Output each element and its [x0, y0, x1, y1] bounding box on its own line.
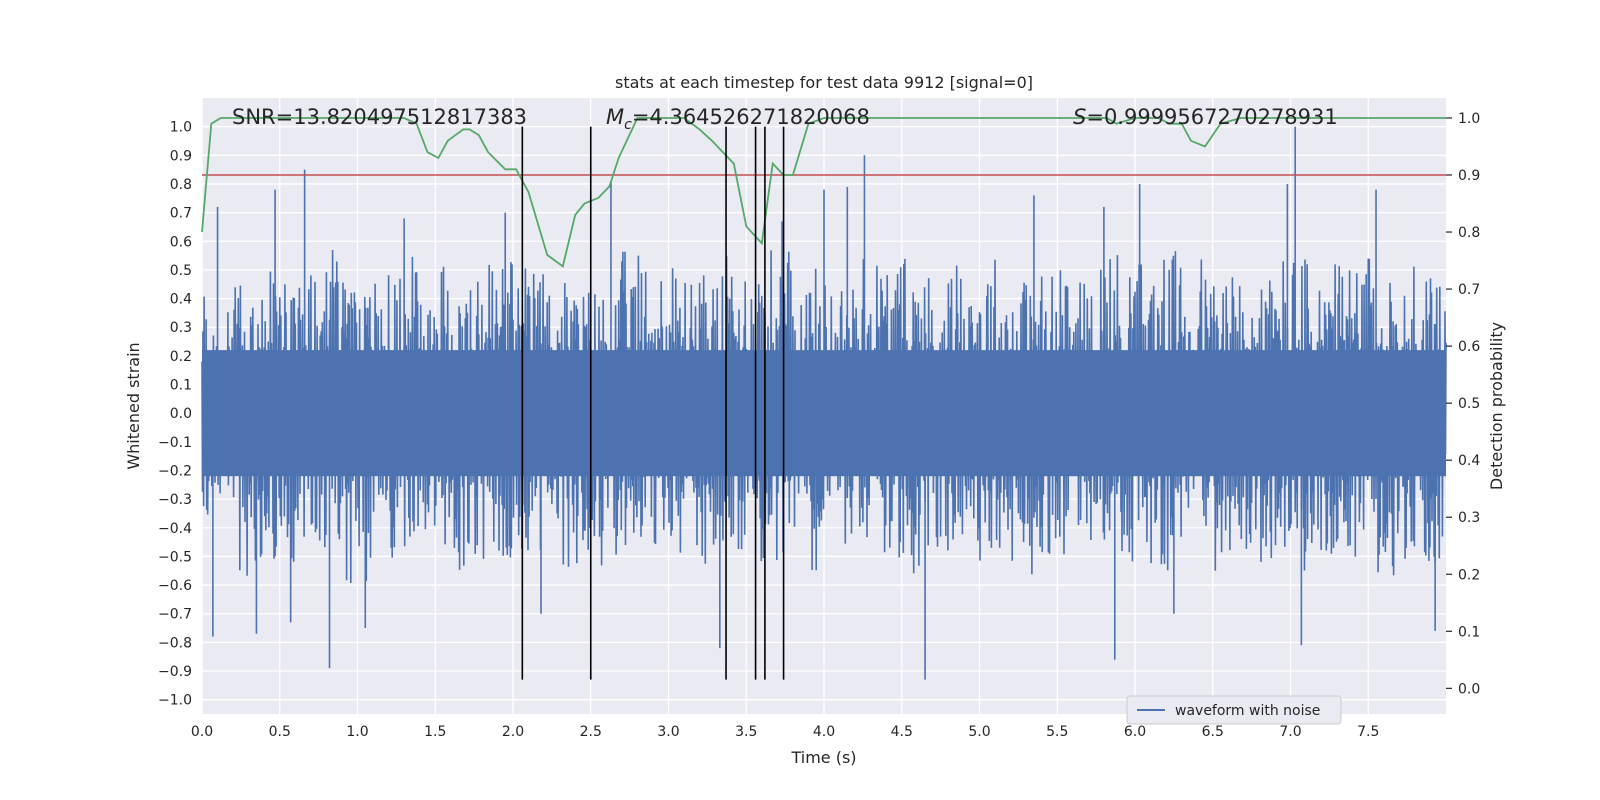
y-tick-label: 0.9 [170, 148, 192, 164]
x-tick-label: 2.0 [502, 724, 524, 740]
y2-tick-label: 0.4 [1458, 453, 1480, 469]
x-tick-label: 4.0 [813, 724, 835, 740]
x-tick-label: 2.5 [580, 724, 602, 740]
y2-tick-label: 0.2 [1458, 567, 1480, 583]
y-tick-label: −0.2 [158, 463, 192, 479]
y-tick-label: 1.0 [170, 120, 192, 136]
y-tick-label: 0.4 [170, 292, 192, 308]
x-tick-label: 3.5 [735, 724, 757, 740]
y-tick-label: −0.3 [158, 492, 192, 508]
y2-axis-label: Detection probability [1487, 322, 1506, 490]
probability-series [201, 117, 1446, 268]
y-tick-label: 0.2 [170, 349, 192, 365]
x-tick-label: 0.0 [191, 724, 213, 740]
x-tick-label: 1.0 [346, 724, 368, 740]
y2-tick-label: 0.5 [1458, 396, 1480, 412]
y2-tick-label: 0.1 [1458, 624, 1480, 640]
y-tick-label: 0.7 [170, 206, 192, 222]
x-tick-label: 6.5 [1202, 724, 1224, 740]
probability-line [201, 117, 1446, 268]
chart-title: stats at each timestep for test data 991… [615, 73, 1033, 92]
x-axis-label: Time (s) [790, 748, 856, 767]
x-tick-label: 7.5 [1357, 724, 1379, 740]
y-tick-label: 0.6 [170, 234, 192, 250]
y2-tick-label: 1.0 [1458, 111, 1480, 127]
y-tick-label: 0.3 [170, 320, 192, 336]
chirp-mass-symbol: M [606, 105, 624, 129]
chirp-mass-annotation: Mc=4.364526271820068 [606, 105, 870, 133]
y-tick-label: 0.1 [170, 378, 192, 394]
y-axis-ticks: 1.0 0.9 0.8 0.7 0.6 0.5 0.4 0.3 0.2 0.1 0.0 −0.1 −0.… [158, 120, 192, 709]
legend: waveform with noise [1126, 695, 1342, 725]
y2-tick-label: 0.6 [1458, 339, 1480, 355]
y-tick-label: 0.8 [170, 177, 192, 193]
chirp-mass-subscript: c [624, 117, 632, 133]
x-axis-ticks: 0.0 0.5 1.0 1.5 2.0 2.5 3.0 3.5 4.0 4.5 5.0 5.5 6.0 6… [191, 724, 1380, 740]
y-tick-label: −0.9 [158, 664, 192, 680]
y2-axis-ticks: 1.0 0.9 0.8 0.7 0.6 0.5 0.4 0.3 0.2 0.1 0.0 [1446, 111, 1480, 697]
y2-tick-label: 0.3 [1458, 510, 1480, 526]
snr-annotation: SNR=13.820497512817383 [232, 105, 527, 129]
y-tick-label: −0.6 [158, 578, 192, 594]
waveform-series [201, 126, 1447, 680]
s-value: =0.9999567270278931 [1086, 105, 1337, 129]
y-tick-label: −0.7 [158, 607, 192, 623]
y2-tick-label: 0.0 [1458, 681, 1480, 697]
legend-box [1126, 695, 1342, 725]
legend-label: waveform with noise [1175, 703, 1320, 719]
x-tick-label: 3.0 [657, 724, 679, 740]
y2-tick-label: 0.9 [1458, 168, 1480, 184]
x-tick-label: 7.0 [1279, 724, 1301, 740]
y-tick-label: −1.0 [158, 693, 192, 709]
y2-tick-label: 0.8 [1458, 225, 1480, 241]
x-tick-label: 0.5 [269, 724, 291, 740]
x-tick-label: 5.5 [1046, 724, 1068, 740]
s-symbol: S [1073, 105, 1086, 129]
x-tick-label: 1.5 [424, 724, 446, 740]
chirp-mass-value: =4.364526271820068 [632, 105, 870, 129]
x-tick-label: 4.5 [891, 724, 913, 740]
s-annotation: S=0.9999567270278931 [1073, 105, 1338, 129]
x-tick-label: 5.0 [968, 724, 990, 740]
y2-tick-label: 0.7 [1458, 282, 1480, 298]
y-tick-label: −0.4 [158, 521, 192, 537]
y-tick-label: −0.5 [158, 549, 192, 565]
x-tick-label: 6.0 [1124, 724, 1146, 740]
y-tick-label: −0.8 [158, 635, 192, 651]
y-tick-label: 0.0 [170, 406, 192, 422]
y-tick-label: −0.1 [158, 435, 192, 451]
marker-lines [521, 126, 785, 680]
y-tick-label: 0.5 [170, 263, 192, 279]
y-axis-label: Whitened strain [124, 342, 143, 469]
